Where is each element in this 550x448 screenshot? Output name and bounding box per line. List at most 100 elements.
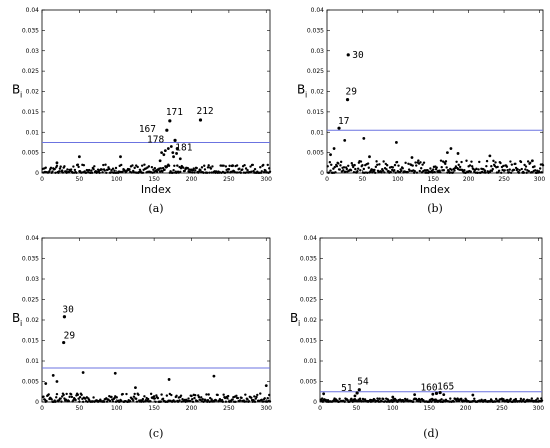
data-point: [533, 165, 536, 168]
highlighted-point: [345, 98, 350, 102]
data-point: [80, 393, 83, 397]
data-point: [44, 382, 48, 385]
data-point: [419, 400, 422, 403]
y-tick-label: 0: [313, 399, 317, 406]
data-point: [485, 159, 489, 163]
data-point: [411, 164, 414, 167]
data-point: [114, 166, 118, 170]
data-point: [136, 165, 139, 169]
data-point: [119, 155, 122, 159]
data-point: [406, 398, 409, 401]
data-point: [169, 145, 173, 148]
y-tick-label: 0.025: [307, 68, 324, 75]
data-point: [67, 399, 71, 403]
data-point: [190, 394, 193, 398]
data-point: [367, 166, 370, 169]
data-point: [253, 395, 256, 398]
data-point: [413, 170, 417, 173]
data-point: [161, 170, 164, 173]
data-point: [444, 160, 448, 163]
data-point: [536, 397, 539, 400]
data-point: [238, 167, 241, 170]
data-point: [77, 397, 80, 400]
data-point: [224, 400, 228, 403]
data-point: [196, 400, 199, 403]
point-annotation: 17: [338, 116, 349, 127]
y-tick-label: 0: [35, 170, 39, 177]
data-point: [178, 157, 182, 161]
highlighted-point: [434, 391, 439, 395]
data-point: [259, 392, 262, 395]
x-tick-label: 300: [261, 405, 273, 412]
y-tick-label: 0.015: [300, 338, 317, 345]
data-point: [201, 397, 204, 401]
data-point: [239, 171, 243, 174]
data-point: [421, 163, 424, 166]
data-point: [143, 395, 146, 398]
data-point: [255, 395, 258, 399]
data-point: [262, 400, 265, 403]
data-point: [54, 400, 57, 403]
data-point: [226, 394, 230, 398]
data-point: [422, 161, 426, 164]
data-point: [191, 400, 195, 403]
y-tick-label: 0.035: [22, 27, 39, 34]
data-point: [332, 147, 336, 150]
data-point: [76, 393, 80, 396]
data-point: [163, 149, 167, 152]
data-point: [86, 400, 89, 403]
data-point: [182, 166, 185, 169]
data-point: [456, 152, 460, 155]
data-point: [385, 168, 388, 171]
data-point: [58, 167, 62, 170]
panel-3: 0 0.005 0.01 0.015 0.02 0.025 0.03 0.035 0.04 0 50…: [12, 235, 272, 440]
data-point: [401, 167, 404, 170]
data-point: [64, 398, 68, 401]
data-point: [488, 154, 492, 158]
data-point: [75, 171, 78, 174]
data-point: [514, 397, 517, 401]
data-point: [55, 161, 59, 165]
data-point: [329, 169, 332, 172]
point-annotation: 54: [357, 377, 369, 388]
x-tick-label: 200: [186, 176, 198, 183]
panel-label: (c): [149, 427, 164, 440]
data-point: [69, 168, 73, 171]
data-point: [134, 386, 137, 390]
data-point: [152, 168, 155, 171]
data-point: [203, 164, 206, 167]
data-point: [334, 171, 337, 174]
data-point: [167, 164, 171, 167]
data-point: [77, 155, 81, 159]
data-point: [451, 171, 455, 174]
x-tick-label: 250: [223, 176, 235, 183]
x-axis-label: Index: [420, 183, 451, 196]
data-point: [516, 167, 519, 171]
data-point: [419, 167, 423, 170]
data-point: [538, 171, 541, 174]
data-point: [66, 168, 69, 171]
x-tick-label: 50: [76, 405, 84, 412]
data-point: [214, 399, 218, 402]
data-point: [120, 163, 123, 167]
data-point: [50, 398, 53, 401]
data-point: [439, 159, 443, 162]
data-point: [72, 165, 75, 168]
data-point: [362, 400, 365, 403]
data-point: [458, 165, 462, 169]
data-point: [352, 165, 355, 169]
data-point: [55, 380, 59, 383]
data-point: [442, 393, 446, 397]
data-point: [361, 163, 364, 167]
y-tick-label: 0.03: [26, 48, 40, 55]
data-point: [100, 168, 104, 171]
data-point: [400, 169, 403, 173]
data-point: [429, 167, 432, 170]
data-point: [382, 160, 385, 163]
y-tick-label: 0.035: [300, 256, 317, 263]
data-point: [78, 400, 81, 403]
data-point: [141, 397, 145, 401]
data-point: [153, 397, 157, 400]
data-point: [518, 169, 521, 172]
data-point: [90, 171, 94, 174]
